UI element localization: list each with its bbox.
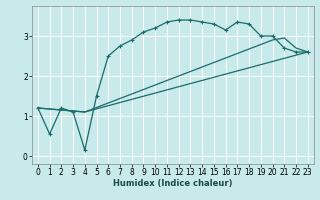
X-axis label: Humidex (Indice chaleur): Humidex (Indice chaleur) <box>113 179 233 188</box>
